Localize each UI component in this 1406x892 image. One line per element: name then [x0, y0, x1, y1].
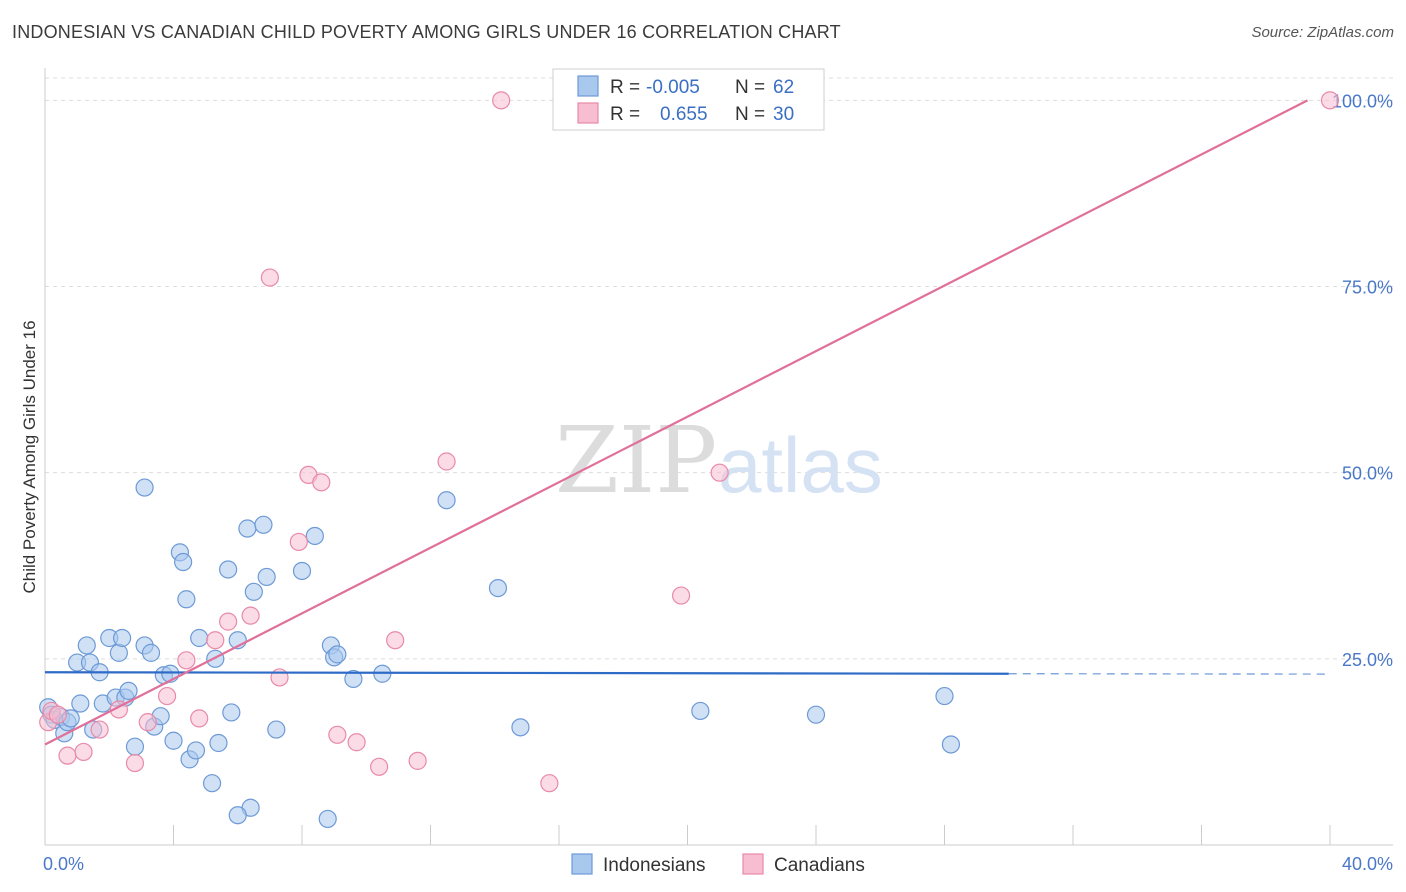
x-tick-label-min: 0.0% — [43, 854, 84, 874]
indonesian-point-33 — [186, 741, 206, 760]
y-tick-label-50: 50.0% — [1342, 464, 1393, 484]
correlation-legend: R = -0.005 N = 62 R = 0.655 N = 30 — [552, 68, 825, 131]
legend-swatch-canadians — [577, 102, 599, 124]
watermark-atlas: atlas — [718, 421, 883, 509]
y-tick-label-25: 25.0% — [1342, 650, 1393, 670]
indonesian-point-30 — [174, 552, 193, 572]
canadian-point-5 — [90, 720, 109, 739]
axes: 25.0% 50.0% 75.0% 100.0% — [44, 68, 1393, 846]
x-tick-label-max: 40.0% — [1342, 854, 1393, 874]
y-tick-label-100: 100.0% — [1332, 91, 1393, 111]
indonesian-point-51 — [328, 645, 347, 664]
watermark-zip: ZIP — [555, 407, 717, 514]
indonesian-point-48 — [305, 526, 324, 546]
indonesian-point-19 — [119, 681, 138, 700]
legend-n-value-indonesians: 62 — [773, 77, 794, 98]
indonesian-point-54 — [437, 491, 456, 510]
indonesian-point-38 — [222, 703, 241, 722]
canadian-point-3 — [58, 746, 77, 765]
indonesian-point-59 — [691, 701, 710, 721]
indonesian-point-36 — [209, 733, 228, 753]
y-tick-label-75: 75.0% — [1342, 278, 1393, 298]
series-legend-swatch-canadians — [742, 853, 764, 875]
canadian-point-7 — [125, 753, 145, 773]
indonesian-point-20 — [125, 737, 145, 756]
indonesian-point-17 — [112, 628, 132, 648]
indonesian-point-16 — [109, 643, 128, 662]
canadian-point-17 — [289, 532, 308, 552]
legend-swatch-indonesians — [577, 75, 599, 97]
indonesian-point-34 — [190, 628, 209, 648]
canadian-point-14 — [241, 606, 260, 625]
canadian-point-24 — [408, 751, 427, 770]
indonesian-point-37 — [219, 560, 238, 579]
canadian-point-28 — [671, 586, 691, 605]
canadian-trend-line — [44, 99, 1309, 746]
canadian-point-25 — [437, 452, 456, 471]
canadian-point-13 — [219, 612, 238, 631]
series-legend: Indonesians Canadians — [571, 853, 865, 876]
indonesian-point-47 — [292, 561, 312, 581]
indonesian-point-44 — [267, 720, 286, 739]
indonesian-point-21 — [135, 478, 154, 497]
grid-lines — [45, 77, 1393, 660]
chart-title: INDONESIAN VS CANADIAN CHILD POVERTY AMO… — [12, 22, 841, 42]
canadian-point-4 — [74, 742, 93, 762]
indonesian-point-43 — [257, 567, 276, 587]
watermark: ZIP atlas — [555, 407, 883, 514]
canadian-point-27 — [540, 774, 559, 793]
indonesian-point-41 — [244, 582, 263, 601]
indonesian-point-55 — [488, 578, 508, 598]
indonesian-point-57 — [318, 809, 337, 829]
indonesian-point-56 — [202, 774, 222, 793]
indonesian-point-62 — [941, 735, 961, 754]
indonesian-point-61 — [935, 686, 954, 706]
canadian-point-2 — [48, 705, 67, 724]
indonesian-point-60 — [806, 705, 826, 724]
canadian-point-22 — [370, 757, 389, 776]
canadian-point-21 — [347, 733, 366, 752]
trend-lines — [44, 99, 1331, 746]
indonesian-point-40 — [238, 519, 257, 538]
canadian-point-20 — [328, 725, 347, 744]
indonesian-point-46 — [228, 806, 247, 825]
canadian-point-8 — [138, 713, 157, 732]
indonesian-point-23 — [141, 643, 161, 662]
canadian-point-31 — [1320, 91, 1340, 110]
canadian-point-15 — [260, 268, 279, 287]
series-legend-swatch-indonesians — [571, 853, 593, 875]
series-legend-label-indonesians: Indonesians — [603, 855, 705, 876]
indonesian-point-52 — [344, 669, 363, 689]
indonesian-point-9 — [77, 636, 96, 655]
series-legend-label-canadians: Canadians — [774, 855, 865, 876]
legend-r-value-indonesians: -0.005 — [646, 77, 700, 98]
source-note: Source: ZipAtlas.com — [1251, 24, 1394, 41]
data-points — [39, 91, 1340, 829]
legend-n-label-indonesians: N = — [735, 77, 765, 98]
indonesian-point-8 — [71, 694, 90, 713]
indonesian-point-58 — [511, 718, 530, 737]
canadian-point-12 — [206, 631, 225, 650]
legend-n-label-canadians: N = — [735, 104, 765, 125]
y-axis-title: Child Poverty Among Girls Under 16 — [20, 320, 39, 593]
indonesian-point-31 — [177, 590, 196, 609]
legend-r-value-canadians: 0.655 — [660, 104, 708, 125]
indonesian-trend-line — [44, 671, 1009, 675]
indonesian-point-42 — [254, 515, 273, 534]
canadian-point-23 — [386, 631, 405, 650]
canadian-point-19 — [312, 473, 331, 492]
legend-n-value-canadians: 30 — [773, 104, 794, 125]
canadian-point-10 — [177, 651, 196, 670]
canadian-point-9 — [157, 686, 177, 706]
legend-r-label-indonesians: R = — [610, 77, 640, 98]
canadian-point-26 — [492, 91, 511, 110]
legend-r-label-canadians: R = — [610, 104, 640, 125]
indonesian-point-28 — [164, 731, 183, 750]
canadian-point-11 — [190, 709, 209, 728]
canadian-point-29 — [710, 463, 729, 482]
